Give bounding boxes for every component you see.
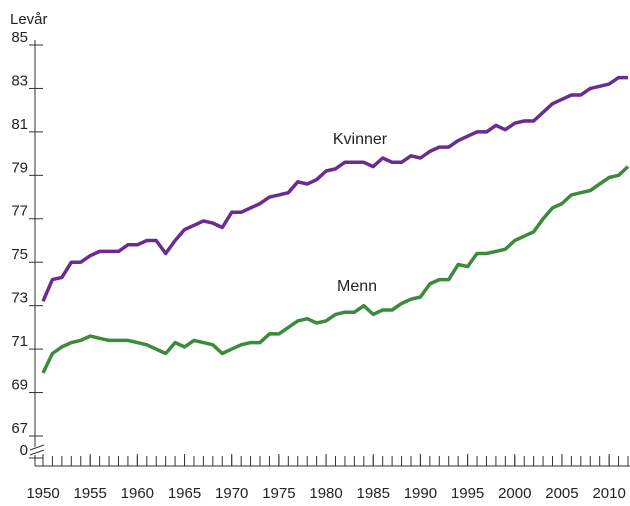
y-tick-label: 75 [11, 246, 28, 263]
x-tick-label: 2010 [592, 485, 625, 502]
x-tick-label: 2005 [545, 485, 578, 502]
y-tick-label: 67 [11, 420, 28, 437]
y-tick-label: 81 [11, 116, 28, 133]
axis-break [29, 449, 45, 456]
x-tick-label: 2000 [498, 485, 531, 502]
y-tick-label: 83 [11, 72, 28, 89]
series-label: Kvinner [333, 131, 388, 148]
y-tick-label: 79 [11, 159, 28, 176]
series-label: Menn [337, 278, 377, 295]
x-tick-label: 1985 [357, 485, 390, 502]
line [41, 165, 630, 374]
y-tick-label: 85 [11, 29, 28, 46]
x-tick-label: 1955 [73, 485, 106, 502]
y-tick-label: 69 [11, 377, 28, 394]
x-tick-label: 1975 [262, 485, 295, 502]
y-axis-label: Levår [10, 11, 48, 28]
x-tick-label: 1980 [309, 485, 342, 502]
x-tick-label: 1970 [215, 485, 248, 502]
y-tick-label: 0 [20, 442, 28, 459]
x-tick-label: 1950 [26, 485, 59, 502]
x-tick-label: 1960 [121, 485, 154, 502]
y-tick-label: 71 [11, 333, 28, 350]
x-tick-label: 1965 [168, 485, 201, 502]
axis-break [29, 444, 45, 451]
x-tick-label: 1990 [404, 485, 437, 502]
y-tick-label: 77 [11, 203, 28, 220]
line [41, 75, 628, 302]
x-tick-label: 1995 [451, 485, 484, 502]
y-tick-label: 73 [11, 290, 28, 307]
